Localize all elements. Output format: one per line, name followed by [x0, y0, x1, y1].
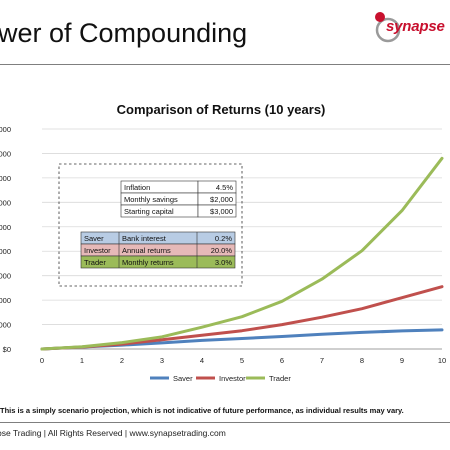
y-tick-label: 000 [0, 321, 11, 330]
x-tick-label: 3 [160, 356, 164, 365]
assumptions-table: Inflation 4.5% Monthly savings $2,000 Starti… [120, 180, 237, 218]
chart-legend: Saver Investor Trader [150, 374, 291, 383]
assumption-value: 4.5% [216, 183, 233, 192]
profile-label-trader: Monthly returns [122, 258, 174, 267]
footer-divider [0, 422, 450, 423]
profile-label-saver: Bank interest [122, 234, 167, 243]
x-tick-label: 7 [320, 356, 324, 365]
x-tick-label: 4 [200, 356, 204, 365]
y-tick-label: 000 [0, 272, 11, 281]
y-tick-label: 000 [0, 296, 11, 305]
assumption-value-cell [197, 204, 237, 218]
logo-dot-icon [375, 12, 385, 22]
assumption-label: Inflation [124, 183, 150, 192]
assumption-label: Starting capital [124, 207, 174, 216]
legend-label-saver: Saver [173, 374, 193, 383]
profile-label-investor: Annual returns [122, 246, 171, 255]
series-line-trader [40, 156, 444, 351]
y-tick-label: $0 [3, 345, 11, 354]
footer-text: ose Trading | All Rights Reserved | www.… [0, 428, 226, 438]
x-tick-label: 10 [438, 356, 446, 365]
y-tick-label: 000 [0, 174, 11, 183]
profile-value-trader: 3.0% [215, 258, 232, 267]
profiles-table: Saver Bank interest 0.2% Investor Annual ret… [80, 231, 236, 269]
y-tick-label: 000 [0, 149, 11, 158]
title-divider [0, 64, 450, 65]
x-tick-label: 0 [40, 356, 44, 365]
x-tick-label: 6 [280, 356, 284, 365]
assumption-value: $2,000 [210, 195, 233, 204]
x-tick-label: 5 [240, 356, 244, 365]
profile-name-trader: Trader [84, 258, 106, 267]
y-tick-label: 000 [0, 198, 11, 207]
x-tick-label: 2 [120, 356, 124, 365]
disclaimer-text: This is a simply scenario projection, wh… [0, 406, 404, 415]
profile-name-investor: Investor [84, 246, 111, 255]
profile-value-investor: 20.0% [211, 246, 233, 255]
assumption-label: Monthly savings [124, 195, 178, 204]
synapse-logo [375, 12, 401, 43]
logo-ring-icon [375, 17, 401, 43]
chart-title: Comparison of Returns (10 years) [117, 102, 326, 117]
profile-name-saver: Saver [84, 234, 104, 243]
y-tick-label: 000 [0, 247, 11, 256]
slide-title: wer of Compounding [0, 18, 248, 48]
profile-row-trader [80, 255, 236, 269]
y-tick-label: 000 [0, 125, 11, 134]
logo-wordmark: synapse [386, 18, 445, 35]
assumptions-box: Inflation 4.5% Monthly savings $2,000 Starti… [58, 163, 243, 287]
x-tick-label: 9 [400, 356, 404, 365]
profile-value-saver: 0.2% [215, 234, 232, 243]
returns-chart: Comparison of Returns (10 years) $000000… [0, 102, 446, 383]
legend-label-trader: Trader [269, 374, 291, 383]
y-tick-label: 000 [0, 223, 11, 232]
assumption-value: $3,000 [210, 207, 233, 216]
legend-label-investor: Investor [219, 374, 246, 383]
x-tick-label: 1 [80, 356, 84, 365]
x-tick-label: 8 [360, 356, 364, 365]
